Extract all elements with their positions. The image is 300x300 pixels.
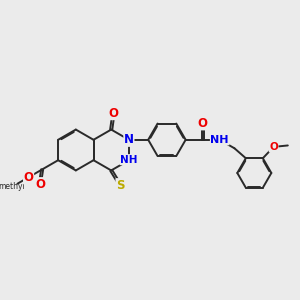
Text: O: O: [109, 106, 118, 120]
Text: O: O: [35, 178, 45, 191]
Text: O: O: [269, 142, 278, 152]
Text: methyl: methyl: [0, 182, 25, 190]
Text: O: O: [24, 171, 34, 184]
Text: O: O: [198, 117, 208, 130]
Text: S: S: [116, 179, 124, 192]
Text: NH: NH: [120, 154, 138, 165]
Text: NH: NH: [211, 135, 229, 145]
Text: N: N: [124, 133, 134, 146]
